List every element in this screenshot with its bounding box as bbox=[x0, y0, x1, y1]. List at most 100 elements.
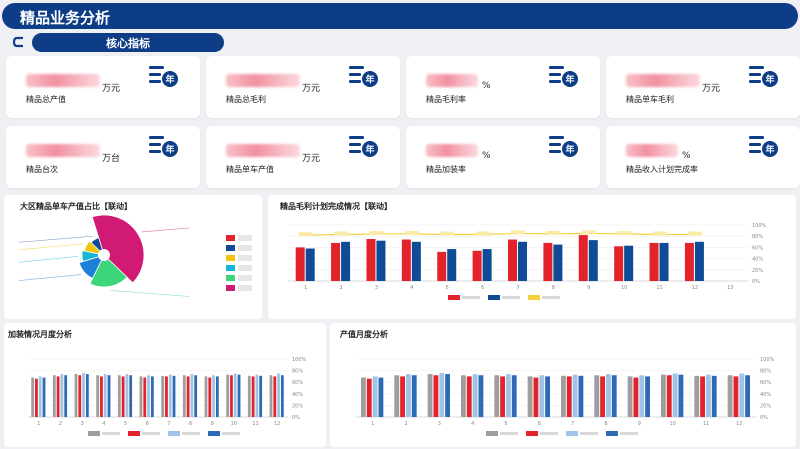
bar bbox=[280, 375, 284, 417]
year-stack-icon[interactable]: 年 bbox=[348, 134, 378, 160]
x-tick-label: 11 bbox=[656, 285, 662, 291]
kpi-card[interactable]: % 精品收入计划完成率 年 bbox=[606, 126, 800, 188]
year-stack-icon[interactable]: 年 bbox=[748, 64, 778, 90]
bar bbox=[361, 377, 366, 417]
bar bbox=[78, 375, 82, 417]
bar bbox=[233, 373, 237, 417]
svg-text:年: 年 bbox=[765, 74, 774, 86]
bar bbox=[107, 375, 111, 417]
svg-text:年: 年 bbox=[365, 74, 374, 86]
profit-plan-title: 精品毛利计划完成情况【联动】 bbox=[280, 202, 392, 211]
legend-swatch bbox=[448, 295, 460, 300]
x-tick-label: 1 bbox=[304, 285, 307, 291]
bar bbox=[494, 375, 500, 417]
year-stack-icon[interactable]: 年 bbox=[148, 64, 178, 90]
legend-label-masked bbox=[502, 296, 520, 299]
region-pie-chart[interactable] bbox=[4, 195, 262, 319]
kpi-value-masked bbox=[426, 74, 478, 87]
bar bbox=[139, 376, 143, 417]
y-tick-label: 80% bbox=[760, 369, 771, 375]
x-tick-label: 7 bbox=[167, 421, 170, 427]
bar bbox=[706, 374, 711, 417]
bar bbox=[168, 374, 172, 417]
year-stack-icon[interactable]: 年 bbox=[148, 134, 178, 160]
x-tick-label: 7 bbox=[516, 285, 519, 291]
bar bbox=[545, 376, 550, 417]
bar bbox=[341, 241, 351, 281]
x-tick-label: 1 bbox=[37, 421, 40, 427]
legend-swatch bbox=[208, 431, 220, 436]
region-pie-panel: 大区精品单车产值占比【联动】 bbox=[4, 195, 262, 319]
install-monthly-title: 加装情况月度分析 bbox=[8, 330, 72, 339]
x-tick-label: 4 bbox=[102, 421, 105, 427]
bar bbox=[230, 375, 233, 417]
legend-label-masked bbox=[142, 432, 160, 435]
section-header: 核心指标 bbox=[32, 33, 224, 52]
section-title: 核心指标 bbox=[106, 37, 150, 50]
bar bbox=[506, 374, 511, 417]
bar bbox=[150, 376, 154, 417]
bar bbox=[500, 376, 505, 417]
kpi-card[interactable]: 万元 精品单车毛利 年 bbox=[606, 56, 800, 118]
bar bbox=[482, 249, 492, 281]
year-stack-icon[interactable]: 年 bbox=[548, 134, 578, 160]
legend-swatch bbox=[226, 275, 235, 281]
y-tick-label: 100% bbox=[760, 357, 775, 363]
pie-leader-line bbox=[18, 235, 93, 243]
header-bar: 精品业务分析 bbox=[2, 3, 798, 29]
year-stack-icon[interactable]: 年 bbox=[748, 134, 778, 160]
pie-leader-line bbox=[110, 290, 190, 297]
y-tick-label: 40% bbox=[760, 392, 771, 398]
y-tick-label: 20% bbox=[292, 403, 303, 409]
bar bbox=[461, 375, 466, 417]
bar bbox=[60, 374, 64, 417]
bar bbox=[478, 375, 484, 417]
y-tick-label: 0% bbox=[760, 415, 768, 421]
install-monthly-chart[interactable]: 100%80%60%40%20%0%1 2 3 4 5 6 7 8 9 10 11 12 bbox=[4, 323, 326, 447]
profit-plan-chart[interactable]: 100%80%60%40%20%0%1 2 3 4 5 6 7 8 9 10 11 12 13 bbox=[268, 195, 796, 319]
kpi-card[interactable]: 万台 精品台次 年 bbox=[6, 126, 200, 188]
legend-swatch bbox=[606, 431, 618, 436]
refresh-icon[interactable] bbox=[12, 36, 26, 48]
legend-swatch bbox=[226, 245, 235, 251]
kpi-card[interactable]: 万元 精品单车产值 年 bbox=[206, 126, 400, 188]
y-tick-label: 100% bbox=[292, 357, 307, 363]
svg-text:年: 年 bbox=[565, 74, 574, 86]
kpi-card[interactable]: 万元 精品总毛利 年 bbox=[206, 56, 400, 118]
kpi-unit: 万元 bbox=[702, 84, 721, 94]
bar bbox=[212, 375, 215, 417]
bar bbox=[672, 373, 678, 417]
output-monthly-chart[interactable]: 100%80%60%40%20%0%1 2 3 4 5 6 7 8 9 10 11 12 bbox=[330, 323, 796, 447]
kpi-value-masked bbox=[226, 144, 300, 157]
bar bbox=[553, 244, 563, 281]
pie-slice bbox=[83, 240, 106, 256]
kpi-card[interactable]: % 精品毛利率 年 bbox=[406, 56, 600, 118]
kpi-unit: 万元 bbox=[102, 84, 121, 94]
x-tick-label: 3 bbox=[375, 285, 378, 291]
bar bbox=[161, 375, 165, 417]
pie-leader-line bbox=[141, 227, 190, 233]
legend-label-masked bbox=[238, 245, 252, 251]
bar bbox=[251, 376, 255, 417]
x-tick-label: 4 bbox=[471, 421, 474, 427]
bar bbox=[372, 376, 378, 417]
profit-plan-panel: 精品毛利计划完成情况【联动】 100% 80% 60% 40% 20% 0% 1 2 3 4 5 6 7… bbox=[268, 195, 796, 319]
x-tick-label: 5 bbox=[124, 421, 127, 427]
year-stack-icon[interactable]: 年 bbox=[348, 64, 378, 90]
data-label-masked bbox=[687, 231, 702, 236]
legend-label-masked bbox=[540, 432, 558, 435]
year-stack-icon[interactable]: 年 bbox=[548, 64, 578, 90]
kpi-card[interactable]: 万元 精品总产值 年 bbox=[6, 56, 200, 118]
bar bbox=[186, 376, 190, 417]
bar bbox=[82, 372, 85, 417]
bar bbox=[226, 374, 230, 417]
legend-label-masked bbox=[238, 235, 252, 241]
bar bbox=[237, 374, 241, 417]
legend-swatch bbox=[226, 255, 235, 261]
bar bbox=[215, 376, 219, 417]
legend-swatch bbox=[566, 431, 578, 436]
bar bbox=[295, 247, 305, 281]
bar bbox=[566, 376, 572, 417]
bar bbox=[269, 375, 273, 417]
kpi-card[interactable]: % 精品加装率 年 bbox=[406, 126, 600, 188]
